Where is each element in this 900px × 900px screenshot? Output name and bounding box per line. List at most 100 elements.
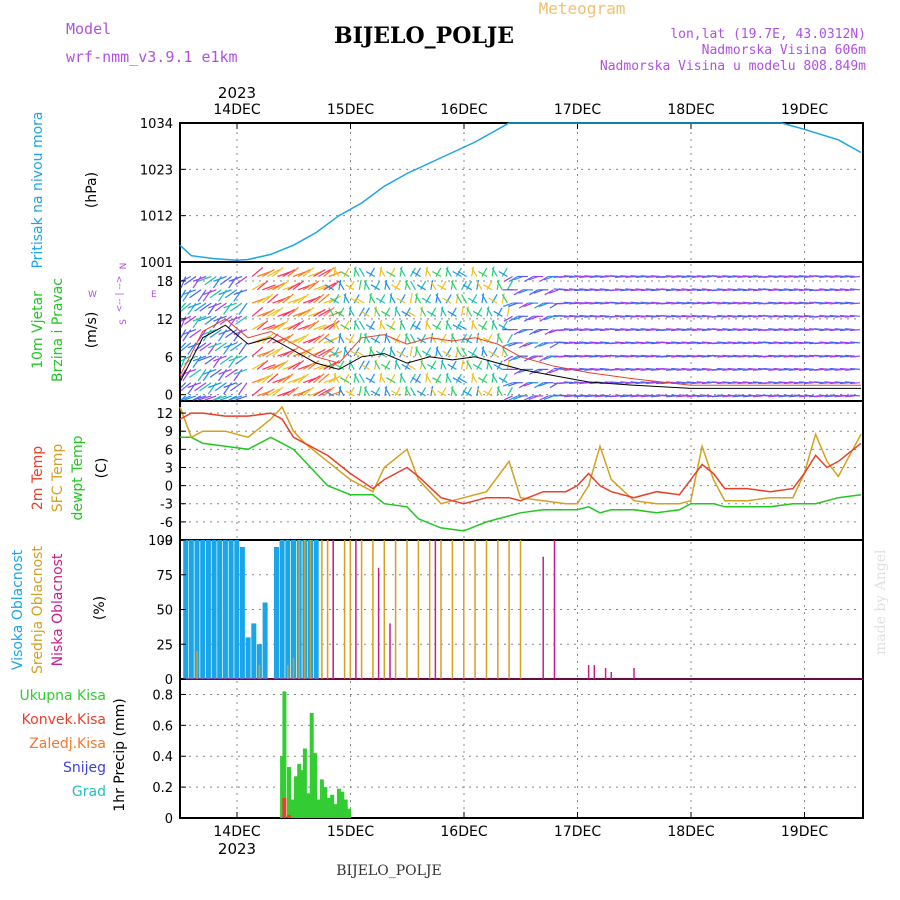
wind-barb — [803, 341, 814, 344]
temp-ylabel-b: SFC Temp — [50, 444, 66, 513]
precip-ytick: 0.2 — [152, 781, 173, 796]
wind-barb — [491, 320, 498, 330]
wind-barb — [261, 373, 274, 384]
wind-barb — [614, 341, 625, 344]
wind-barb — [701, 314, 712, 317]
wind-barb — [793, 355, 804, 358]
wind-barb — [599, 355, 610, 358]
wind-barb — [534, 302, 544, 309]
high-cloud-bar — [245, 637, 251, 679]
wind-barb — [778, 395, 789, 398]
wind-barb — [529, 329, 539, 336]
wind-barb — [829, 302, 840, 305]
wind-barb — [614, 355, 625, 358]
wind-barb — [399, 267, 406, 277]
wind-barb — [450, 385, 454, 397]
wind-barb — [660, 394, 671, 397]
wind-barb — [292, 375, 306, 384]
wind-barb — [323, 361, 337, 370]
wind-barb — [701, 355, 712, 358]
wind-barb — [445, 347, 452, 357]
wind-barb — [665, 395, 677, 398]
wind-barb — [737, 367, 748, 370]
compass-w: W — [88, 290, 97, 300]
wind-barb — [620, 315, 631, 318]
wind-barb — [363, 307, 370, 317]
wind-barb — [401, 310, 411, 317]
wind-barb — [558, 367, 569, 370]
wind-barb — [282, 308, 296, 317]
wind-barb — [399, 320, 406, 330]
wind-barb — [272, 306, 284, 317]
wind-barb — [287, 322, 301, 331]
wind-barb — [192, 275, 207, 282]
wind-barb — [230, 342, 243, 352]
wind-barb — [824, 301, 835, 304]
wind-barb — [476, 385, 480, 397]
wind-barb — [788, 354, 799, 357]
wind-barb — [798, 342, 809, 345]
wind-barb — [681, 314, 692, 317]
wind-barb — [650, 301, 661, 304]
wind-barb — [844, 275, 855, 278]
wind-barb — [732, 342, 743, 345]
wind-barb — [478, 377, 488, 384]
wind-barb — [599, 329, 610, 332]
wind-barb — [481, 347, 488, 357]
wind-barb — [414, 320, 422, 330]
wind-barb — [282, 293, 294, 304]
wind-barb — [399, 373, 406, 383]
wind-barb — [788, 328, 799, 331]
wind-barb — [256, 359, 269, 370]
wind-barb — [261, 293, 274, 304]
wind-barb — [297, 333, 310, 344]
wind-barb — [180, 342, 192, 352]
wind-barb — [486, 280, 493, 291]
wind-barb — [614, 314, 625, 317]
wind-barb — [194, 382, 207, 392]
wind-barb — [640, 328, 651, 331]
wind-barb — [773, 382, 784, 385]
wind-barb — [416, 284, 427, 291]
wind-barb — [793, 341, 804, 344]
wind-barb — [839, 355, 850, 358]
wind-barb — [508, 275, 518, 283]
wind-ytick: 6 — [165, 351, 173, 366]
wind-barb — [394, 306, 398, 317]
wind-barb — [180, 302, 192, 312]
wind-barb — [363, 332, 367, 344]
wind-barb — [409, 293, 413, 304]
wind-barb — [676, 354, 687, 357]
wind-barb — [282, 373, 294, 384]
wind-barb — [727, 382, 738, 385]
high-cloud-bar — [194, 540, 200, 679]
wind-barb — [686, 354, 697, 357]
wind-barb — [640, 301, 651, 304]
wind-barb — [579, 341, 590, 344]
wind-barb — [849, 367, 860, 370]
wind-barb — [747, 367, 758, 370]
compass-n: N — [119, 263, 129, 270]
wind-barb — [228, 315, 243, 322]
wind-barb — [340, 377, 350, 384]
wind-barb — [358, 373, 365, 383]
wind-barb — [445, 319, 449, 330]
wind-barb — [640, 315, 651, 318]
wind-barb — [287, 267, 299, 277]
wind-barb — [635, 367, 646, 370]
day-label-top: 14DEC — [213, 102, 260, 118]
wind-barb — [834, 328, 845, 331]
wind-barb — [635, 382, 646, 385]
wind-barb — [460, 359, 464, 370]
wind-barb — [182, 329, 197, 335]
wind-barb — [272, 361, 285, 370]
wind-barb — [219, 315, 232, 325]
high-cloud-bar — [234, 540, 240, 679]
wind-barb — [415, 294, 422, 304]
wind-barb — [803, 314, 814, 317]
wind-barb — [384, 279, 388, 290]
wind-barb — [313, 388, 326, 397]
wind-barb — [625, 275, 636, 278]
wind-barb — [282, 333, 294, 344]
wind-barb — [348, 360, 355, 370]
